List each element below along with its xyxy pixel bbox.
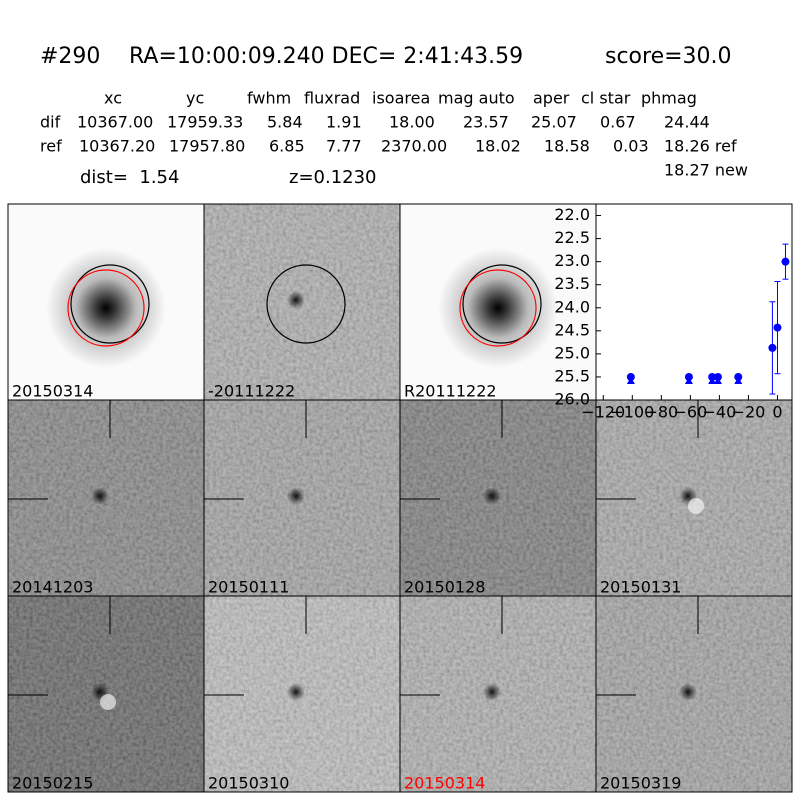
y-tick-label: 25.5: [554, 366, 590, 385]
point: [713, 372, 722, 381]
column-header: isoarea: [372, 89, 430, 108]
table-cell: 0.67: [600, 113, 636, 132]
point: [781, 257, 790, 266]
point: [734, 372, 743, 381]
column-header: phmag: [641, 89, 697, 108]
column-header: mag auto: [438, 89, 515, 108]
stamp-label: 20150111: [208, 578, 289, 597]
table-cell: ref: [40, 137, 62, 156]
table-cell: 1.91: [326, 113, 362, 132]
stamp-label: 20150314: [12, 382, 93, 401]
x-tick-label: −80: [644, 403, 678, 422]
table-cell: 17959.33: [167, 113, 243, 132]
table-cell: 10367.20: [79, 137, 155, 156]
x-tick-label: −100: [610, 403, 654, 422]
stamp-label: 20150215: [12, 774, 93, 793]
stamp-label: -20111222: [208, 382, 295, 401]
point: [684, 372, 693, 381]
stamp-label: 20150319: [600, 774, 681, 793]
aperture: [70, 264, 150, 344]
table-cell: 17957.80: [169, 137, 245, 156]
table-cell: 2370.00: [381, 137, 447, 156]
table-cell: 5.84: [267, 113, 303, 132]
residual: [688, 498, 704, 514]
y-tick-label: 24.5: [554, 320, 590, 339]
x-tick-label: −120: [581, 403, 625, 422]
source: [483, 683, 501, 701]
object-id: #290: [40, 44, 100, 69]
source: [287, 291, 305, 309]
table-cell: 18.58: [544, 137, 590, 156]
source: [679, 683, 697, 701]
y-tick-label: 23.0: [554, 251, 590, 270]
y-tick-label: 22.0: [554, 205, 590, 224]
stamp-label: R20111222: [404, 382, 497, 401]
table-cell: 18.02: [475, 137, 521, 156]
source: [287, 487, 305, 505]
aperture-ref: [459, 269, 537, 347]
source: [483, 487, 501, 505]
stamp-frame: [595, 595, 793, 793]
point: [708, 372, 717, 381]
y-tick-label: 25.0: [554, 343, 590, 362]
phmag-new: 18.27 new: [664, 161, 748, 180]
column-header: aper: [533, 89, 570, 108]
table-cell: 6.85: [269, 137, 305, 156]
stamp-label: 20150131: [600, 578, 681, 597]
table-cell: 0.03: [613, 137, 649, 156]
x-tick-label: −40: [703, 403, 737, 422]
table-cell: 7.77: [326, 137, 362, 156]
table-cell: 18.00: [389, 113, 435, 132]
x-tick-label: −60: [673, 403, 707, 422]
table-cell: 23.57: [463, 113, 509, 132]
x-tick-label: 0: [772, 403, 782, 422]
table-cell: dif: [40, 113, 61, 132]
y-tick-label: 24.0: [554, 297, 590, 316]
table-cell: 10367.00: [77, 113, 153, 132]
dist: dist= 1.54: [80, 167, 179, 188]
aperture-ref: [67, 269, 145, 347]
aperture: [462, 264, 542, 344]
column-header: yc: [186, 89, 204, 108]
stamp-label: 20150314: [404, 774, 485, 793]
point: [768, 343, 777, 352]
stamp-label: 20150128: [404, 578, 485, 597]
table-cell: 24.44: [664, 113, 710, 132]
point: [773, 323, 782, 332]
table-cell: 18.26 ref: [664, 137, 737, 156]
aperture: [266, 264, 346, 344]
source: [91, 487, 109, 505]
column-header: xc: [104, 89, 122, 108]
stamp-label: 20150310: [208, 774, 289, 793]
redshift: z=0.1230: [289, 167, 377, 188]
table-cell: 25.07: [531, 113, 577, 132]
residual: [100, 694, 116, 710]
source: [287, 683, 305, 701]
y-tick-label: 23.5: [554, 274, 590, 293]
column-header: fluxrad: [304, 89, 360, 108]
point: [626, 372, 635, 381]
y-tick-label: 22.5: [554, 228, 590, 247]
plot-area: [595, 203, 793, 401]
column-header: cl star: [581, 89, 631, 108]
galaxy: [46, 248, 166, 368]
x-tick-label: −20: [732, 403, 766, 422]
column-header: fwhm: [247, 89, 291, 108]
stamp-label: 20141203: [12, 578, 93, 597]
coordinates: RA=10:00:09.240 DEC= 2:41:43.59: [129, 44, 523, 69]
galaxy: [438, 248, 558, 368]
score: score=30.0: [605, 44, 732, 69]
y-tick-label: 26.0: [554, 390, 590, 409]
